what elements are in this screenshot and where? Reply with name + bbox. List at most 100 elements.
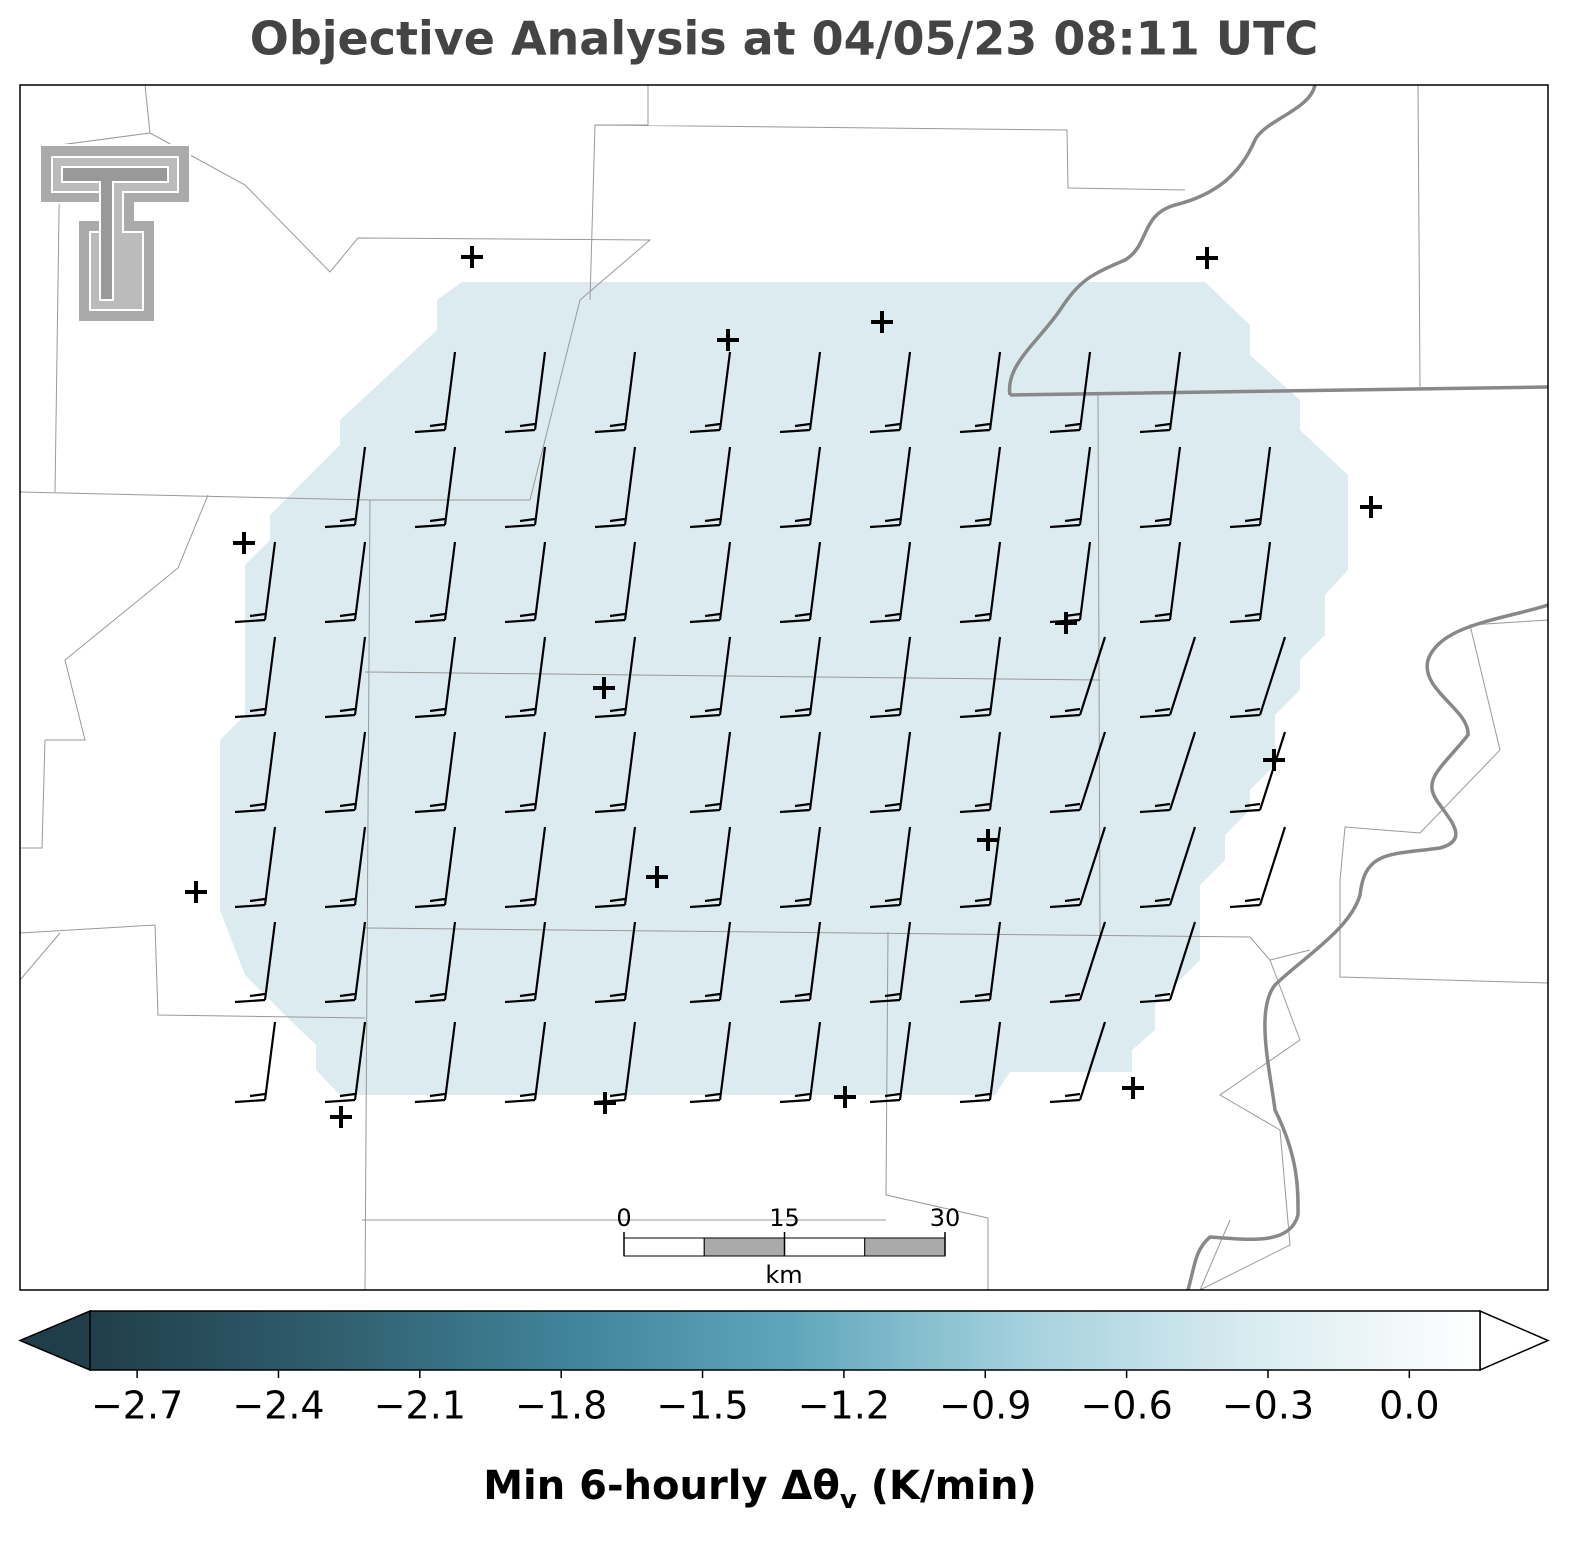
wind-barb: [414, 541, 457, 624]
wind-barb: [504, 636, 547, 719]
colorbar-tick-label: −2.4: [232, 1384, 324, 1428]
wind-barb: [869, 731, 912, 814]
station-marker: [1196, 247, 1218, 269]
colorbar-tick-label: −1.8: [515, 1384, 607, 1428]
wind-barb: [869, 541, 912, 624]
wind-barb: [689, 921, 732, 1004]
wind-barb: [1049, 1021, 1107, 1104]
station-marker: [1055, 612, 1077, 634]
wind-barb: [234, 826, 277, 909]
wind-barb: [1139, 446, 1182, 529]
wind-barb: [1049, 921, 1107, 1004]
wind-barb: [959, 636, 1002, 719]
wind-barb: [1229, 541, 1272, 624]
station-marker: [1360, 496, 1382, 518]
wind-barbs: [234, 351, 1287, 1104]
wind-barb: [689, 446, 732, 529]
colorbar-body: [89, 1310, 1481, 1371]
station-marker: [871, 311, 893, 333]
colorbar-tick-label: −0.9: [939, 1384, 1031, 1428]
wind-barb: [504, 446, 547, 529]
wind-barb: [324, 1021, 367, 1104]
wind-barb: [414, 921, 457, 1004]
wind-barb: [234, 921, 277, 1004]
wind-barb: [779, 921, 822, 1004]
station-marker: [977, 829, 999, 851]
wind-barb: [414, 446, 457, 529]
scale-segment: [703, 1237, 785, 1257]
wind-barb: [1049, 731, 1107, 814]
wind-barb: [1049, 446, 1092, 529]
wind-barb: [689, 826, 732, 909]
wind-barb: [1049, 351, 1092, 434]
wind-barb: [504, 351, 547, 434]
wind-barb: [959, 541, 1002, 624]
wind-barb: [869, 826, 912, 909]
wind-barb: [779, 636, 822, 719]
wind-barb: [414, 351, 457, 434]
wind-barb: [594, 351, 637, 434]
wind-barb: [689, 351, 732, 434]
station-marker: [233, 532, 255, 554]
wind-barb: [324, 446, 367, 529]
analysis-field: [220, 282, 1348, 1095]
station-marker: [330, 1106, 352, 1128]
colorbar: Min 6-hourly Δθv (K/min) −2.7 −2.4 −2.1 −1.…: [18, 1309, 1550, 1515]
colorbar-tick-label: −2.1: [374, 1384, 466, 1428]
wind-barb: [959, 351, 1002, 434]
wind-barb: [779, 826, 822, 909]
station-marker: [593, 677, 615, 699]
wind-barb: [594, 541, 637, 624]
wind-barb: [1229, 636, 1287, 719]
wind-barb: [869, 921, 912, 1004]
wind-barb: [234, 731, 277, 814]
wind-barb: [234, 541, 277, 624]
wind-barb: [1139, 826, 1197, 909]
wind-barb: [594, 731, 637, 814]
station-marker: [646, 866, 668, 888]
wind-barb: [779, 446, 822, 529]
wind-barb: [594, 826, 637, 909]
state-border: [1007, 85, 1548, 1290]
wind-barb: [869, 1021, 912, 1104]
wind-barb: [1049, 636, 1107, 719]
wind-barb: [1049, 826, 1107, 909]
wind-barb: [1139, 921, 1197, 1004]
scale-tick-label: 0: [616, 1204, 631, 1232]
wind-barb: [689, 541, 732, 624]
wind-barb: [779, 541, 822, 624]
wind-barb: [779, 1021, 822, 1104]
wind-barb: [959, 1021, 1002, 1104]
wind-barb: [414, 826, 457, 909]
station-marker: [594, 1092, 616, 1114]
colorbar-extend-low: [18, 1309, 91, 1372]
wind-barb: [414, 731, 457, 814]
wind-barb: [1139, 351, 1182, 434]
colorbar-tick-label: −1.5: [656, 1384, 748, 1428]
scale-segment: [784, 1237, 866, 1257]
wind-barb: [1139, 636, 1197, 719]
wind-barb: [1139, 541, 1182, 624]
wind-barb: [689, 731, 732, 814]
wind-barb: [324, 921, 367, 1004]
wind-barb: [504, 921, 547, 1004]
scale-tick-label: 15: [769, 1204, 800, 1232]
wind-barb: [234, 1021, 277, 1104]
county-border: [20, 85, 1548, 1290]
map-frame: [19, 84, 1549, 1291]
wind-barb: [594, 636, 637, 719]
wind-barb: [234, 636, 277, 719]
wind-barb: [504, 541, 547, 624]
wind-barb: [869, 636, 912, 719]
wind-barb: [959, 731, 1002, 814]
station-marker: [1263, 749, 1285, 771]
station-marker: [717, 329, 739, 351]
wind-barb: [504, 731, 547, 814]
wind-barb: [414, 636, 457, 719]
wind-barb: [594, 921, 637, 1004]
scale-segment: [623, 1237, 705, 1257]
colorbar-tick-label: −1.2: [798, 1384, 890, 1428]
wind-barb: [689, 1021, 732, 1104]
colorbar-extend-high: [1479, 1309, 1550, 1372]
colorbar-tick-label: −0.3: [1222, 1384, 1314, 1428]
